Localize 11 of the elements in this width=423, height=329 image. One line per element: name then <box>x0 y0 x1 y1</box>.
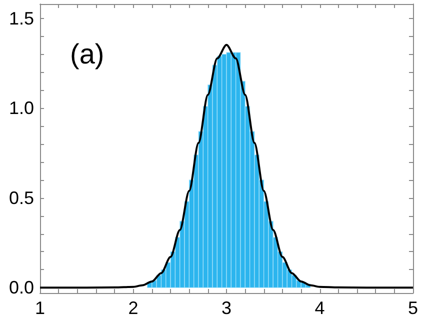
line-series <box>39 44 414 289</box>
x-tick-label: 1 <box>34 298 46 318</box>
x-tick-label: 4 <box>314 298 325 318</box>
x-tick-label: 5 <box>408 298 418 318</box>
annotation: (a) <box>70 38 104 70</box>
y-tick-label: 1.5 <box>8 8 34 28</box>
y-tick-label: 1.0 <box>8 98 34 118</box>
y-tick-label: 0.0 <box>8 278 34 298</box>
x-tick-label: 3 <box>221 298 232 318</box>
y-tick-label: 0.5 <box>8 188 34 208</box>
x-tick-label: 2 <box>128 298 138 318</box>
